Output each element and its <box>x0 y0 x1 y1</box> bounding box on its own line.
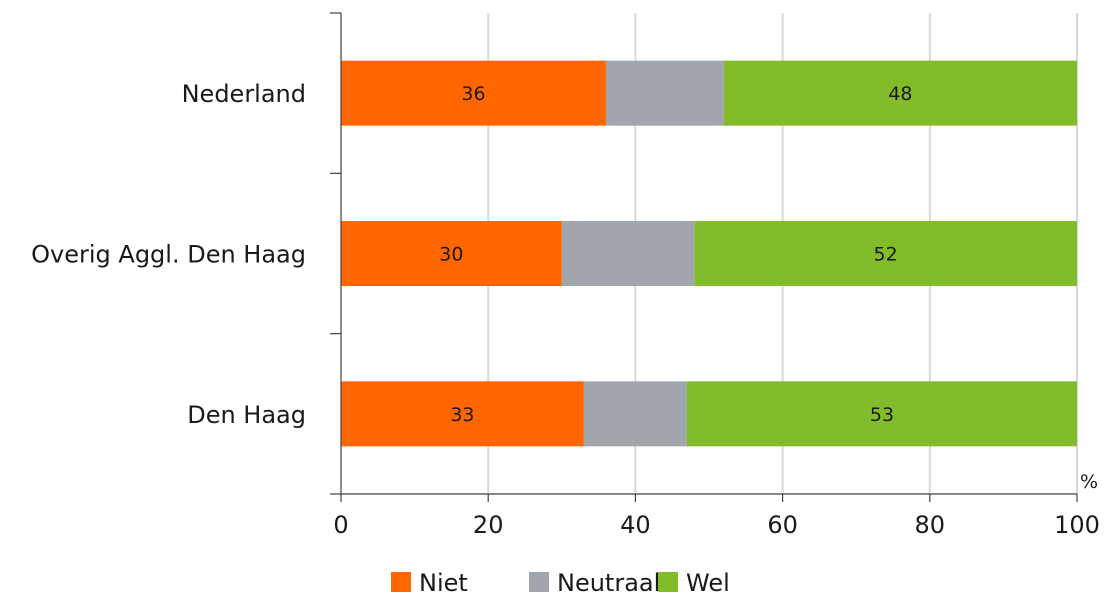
bar-niet-2 <box>341 381 584 447</box>
data-label-wel-1: 52 <box>874 244 898 266</box>
bar-niet-1 <box>341 221 562 286</box>
legend: Niet Neutraal Wel <box>391 569 730 597</box>
x-tick-label-40: 40 <box>620 511 651 539</box>
legend-swatch-niet <box>391 572 411 592</box>
bar-neutraal-2 <box>583 381 687 447</box>
x-tick-labels: 0 20 40 60 80 100 <box>333 511 1100 539</box>
data-label-niet-2: 33 <box>450 404 474 426</box>
category-label-0: Nederland <box>182 80 306 108</box>
category-label-2: Den Haag <box>187 401 306 429</box>
legend-swatch-neutraal <box>529 572 549 592</box>
data-label-niet-1: 30 <box>439 244 463 266</box>
bar-neutraal-1 <box>561 221 695 286</box>
bar-wel-1 <box>694 221 1077 286</box>
x-tick-label-80: 80 <box>915 511 946 539</box>
x-unit-label: % <box>1080 471 1098 493</box>
axes <box>330 12 1078 502</box>
bars <box>341 60 1077 447</box>
category-label-1: Overig Aggl. Den Haag <box>31 241 306 269</box>
bar-niet-0 <box>341 60 606 126</box>
bar-wel-0 <box>723 60 1077 126</box>
x-tick-label-100: 100 <box>1054 511 1100 539</box>
legend-label-wel: Wel <box>686 569 730 597</box>
data-label-niet-0: 36 <box>461 83 485 105</box>
legend-label-niet: Niet <box>419 569 468 597</box>
data-labels: 36 48 30 52 33 53 <box>439 83 912 426</box>
data-label-wel-2: 53 <box>870 404 894 426</box>
x-tick-label-20: 20 <box>473 511 504 539</box>
legend-label-neutraal: Neutraal <box>557 569 660 597</box>
legend-swatch-wel <box>658 572 678 592</box>
x-tick-label-60: 60 <box>767 511 798 539</box>
bar-neutraal-0 <box>605 60 724 126</box>
data-label-wel-0: 48 <box>888 83 912 105</box>
category-labels: Nederland Overig Aggl. Den Haag Den Haag <box>31 80 306 429</box>
x-tick-label-0: 0 <box>333 511 348 539</box>
bar-wel-2 <box>686 381 1077 447</box>
